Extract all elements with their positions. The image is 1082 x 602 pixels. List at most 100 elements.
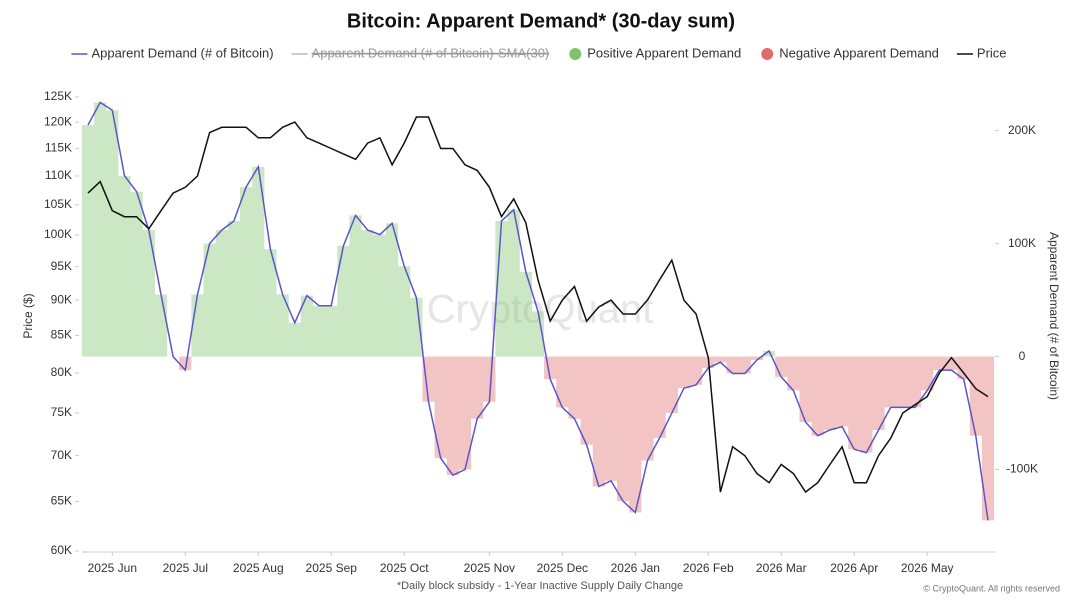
demand-bar (325, 305, 338, 357)
demand-bar (933, 356, 946, 371)
y-tick-label: 115K (45, 141, 72, 155)
y2-tick-label: 100K (1008, 236, 1036, 250)
x-tick-label: 2026 Jan (611, 561, 660, 575)
demand-bar (799, 356, 812, 423)
demand-bar (641, 356, 654, 461)
legend: Apparent Demand (# of Bitcoin) Apparent D… (71, 45, 1007, 60)
demand-bar (227, 221, 241, 357)
demand-bar (835, 356, 849, 427)
demand-bar (823, 356, 836, 431)
demand-bar (118, 175, 131, 357)
y-tick-label: 60K (51, 543, 72, 557)
demand-bar (215, 230, 228, 357)
demand-bar (556, 356, 569, 408)
demand-bar (726, 356, 739, 374)
demand-bar (434, 356, 447, 459)
series-line (87, 101, 989, 521)
legend-symbol (569, 48, 582, 60)
demand-bar (410, 297, 423, 357)
demand-bar (458, 356, 472, 470)
demand-bar (908, 356, 922, 408)
demand-bar (738, 356, 751, 374)
demand-bar (945, 356, 958, 371)
demand-bar (361, 230, 374, 357)
y-tick-label: 110K (45, 168, 72, 182)
demand-bar (276, 294, 289, 357)
y-tick-label: 75K (51, 405, 72, 419)
demand-bar (337, 245, 350, 357)
demand-bar (848, 356, 861, 450)
x-tick-label: 2025 Aug (233, 561, 284, 575)
y-tick-label: 120K (44, 114, 72, 128)
demand-bar (787, 356, 800, 391)
x-tick-label: 2025 Oct (380, 561, 429, 575)
x-tick-label: 2025 Sep (306, 561, 358, 575)
demand-bar (446, 356, 459, 476)
demand-bar (94, 102, 107, 357)
y-tick-label: 80K (51, 365, 72, 379)
demand-bar (604, 356, 618, 481)
demand-bar (665, 356, 678, 414)
legend-label: Apparent Demand (# of Bitcoin) (91, 45, 273, 60)
legend-label: Negative Apparent Demand (779, 45, 939, 60)
demand-bar (349, 215, 362, 357)
demand-bar (653, 356, 666, 438)
demand-bar (264, 249, 277, 357)
demand-bar (568, 356, 581, 419)
demand-bar (300, 295, 313, 357)
demand-bar (519, 271, 532, 357)
x-tick-label: 2026 Apr (830, 561, 878, 575)
y-axis-label: Price ($) (21, 293, 35, 338)
legend-label: Positive Apparent Demand (587, 45, 741, 60)
x-tick-label: 2026 May (901, 561, 954, 575)
demand-bar (471, 356, 484, 419)
demand-bar (81, 125, 95, 357)
y-tick-label: 90K (51, 292, 72, 306)
demand-bar (142, 230, 155, 357)
y-tick-label: 100K (44, 227, 72, 241)
x-tick-label: 2025 Dec (537, 561, 588, 575)
y2-tick-label: -100K (1006, 462, 1038, 476)
demand-bar (422, 356, 435, 402)
chart-title: Bitcoin: Apparent Demand* (30-day sum) (347, 10, 735, 32)
demand-bar (860, 356, 873, 453)
demand-bar (677, 356, 691, 389)
demand-bar (373, 234, 386, 357)
demand-bar (130, 191, 143, 357)
x-tick-label: 2025 Jul (163, 561, 208, 575)
demand-bar (507, 209, 520, 357)
legend-label: Price (977, 45, 1007, 60)
y2-tick-label: 0 (1019, 349, 1026, 363)
footnote: *Daily block subsidy - 1-Year Inactive S… (397, 580, 683, 592)
demand-bar (763, 350, 776, 357)
demand-bar (495, 221, 508, 357)
x-tick-label: 2025 Jun (88, 561, 137, 575)
demand-bar (896, 356, 909, 408)
demand-bar (957, 356, 970, 380)
legend-symbol (761, 48, 774, 60)
demand-bar (240, 187, 253, 357)
demand-bar (252, 166, 265, 357)
demand-bar (617, 356, 630, 502)
y2-tick-label: 200K (1008, 123, 1036, 137)
demand-bar (884, 356, 897, 408)
demand-bar (106, 110, 119, 357)
demand-bar (872, 356, 885, 431)
y-tick-label: 65K (51, 494, 72, 508)
y-tick-label: 85K (51, 328, 72, 342)
y-tick-label: 105K (44, 197, 72, 211)
demand-bar (969, 356, 982, 436)
demand-bar (714, 356, 727, 363)
demand-bar (750, 356, 763, 360)
y-tick-label: 95K (51, 259, 72, 273)
credit: © CryptoQuant. All rights reserved (923, 583, 1060, 593)
legend-label: Apparent Demand (# of Bitcoin)-SMA(30) (312, 45, 550, 60)
demand-bar (921, 356, 934, 391)
demand-bar (690, 356, 703, 385)
y2-axis-label: Apparent Demand (# of Bitcoin) (1047, 232, 1061, 400)
x-tick-label: 2025 Nov (464, 561, 515, 575)
series-line (87, 116, 989, 494)
demand-bar (288, 322, 301, 357)
demand-bar (981, 356, 995, 521)
